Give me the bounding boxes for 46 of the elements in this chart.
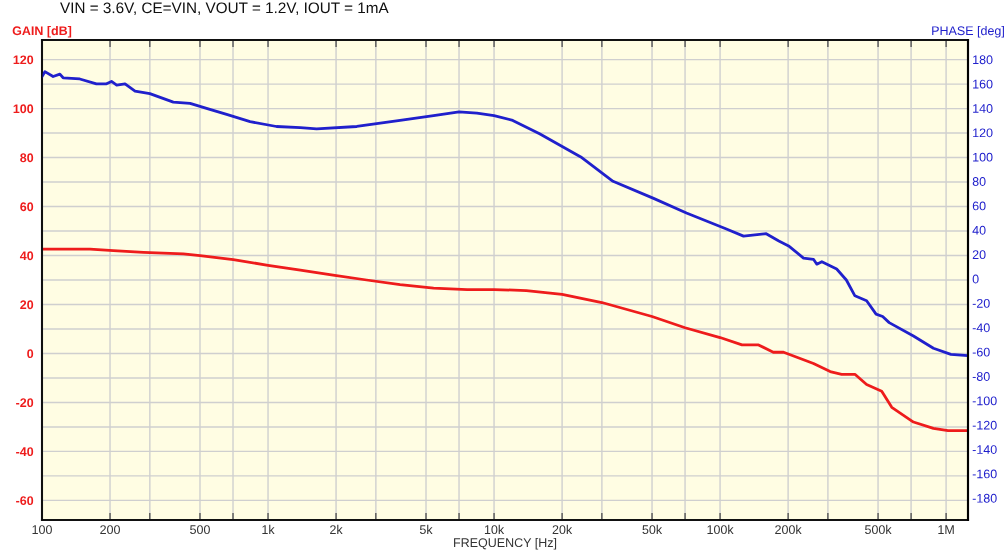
y-tick-label: -20 bbox=[16, 398, 34, 408]
y2-tick-label: 40 bbox=[972, 225, 986, 235]
y2-tick-label: 180 bbox=[973, 55, 993, 65]
y-tick-label: -40 bbox=[16, 447, 34, 457]
y2-tick-label: -100 bbox=[972, 396, 997, 406]
y2-tick-label: 80 bbox=[972, 177, 986, 186]
x-tick-label: 2k bbox=[330, 524, 343, 534]
x-tick-label: 50k bbox=[642, 524, 663, 535]
y-tick-label: 0 bbox=[27, 349, 34, 359]
y-tick-label: 60 bbox=[20, 202, 34, 212]
y-tick-label: 100 bbox=[13, 104, 34, 114]
y2-tick-label: -40 bbox=[972, 323, 990, 333]
y-axis-title: GAIN [dB] bbox=[12, 25, 72, 38]
y2-tick-label: 60 bbox=[972, 201, 986, 211]
y2-tick-label: -140 bbox=[972, 445, 997, 454]
chart-title: VIN = 3.6V, CE=VIN, VOUT = 1.2V, IOUT = 1mA bbox=[60, 2, 389, 16]
y2-tick-label: 20 bbox=[972, 250, 986, 260]
y2-tick-label: 140 bbox=[973, 104, 993, 113]
x-tick-label: 5k bbox=[419, 524, 433, 535]
x-tick-label: 100k bbox=[707, 524, 734, 535]
x-axis-title: FREQUENCY [Hz] bbox=[454, 537, 557, 550]
y2-tick-label: -80 bbox=[972, 372, 990, 381]
y-tick-label: 20 bbox=[20, 300, 34, 310]
x-tick-label: 500 bbox=[190, 525, 210, 535]
y2-tick-label: -20 bbox=[972, 298, 990, 308]
x-tick-label: 200k bbox=[775, 524, 802, 535]
y2-tick-label: 160 bbox=[973, 79, 993, 89]
y2-tick-label: -60 bbox=[972, 347, 990, 357]
x-tick-label: 200 bbox=[100, 525, 120, 535]
y-tick-label: 80 bbox=[20, 153, 34, 163]
y2-tick-label: 120 bbox=[973, 128, 993, 138]
x-tick-label: 100 bbox=[32, 525, 52, 535]
x-tick-label: 1k bbox=[262, 524, 275, 534]
x-tick-label: 500k bbox=[865, 524, 892, 535]
x-tick-label: 1M bbox=[938, 525, 954, 534]
x-tick-label: 20k bbox=[552, 524, 573, 535]
y2-tick-label: 0 bbox=[972, 274, 979, 284]
y-tick-label: 40 bbox=[19, 251, 34, 261]
x-tick-label: 10k bbox=[484, 524, 505, 535]
y2-tick-label: 100 bbox=[973, 152, 993, 162]
y2-tick-label: -120 bbox=[972, 420, 997, 430]
y2-axis-title: PHASE [deg] bbox=[932, 25, 1004, 38]
y-tick-label: 120 bbox=[13, 55, 34, 65]
y2-tick-label: -160 bbox=[972, 469, 997, 479]
y2-tick-label: -180 bbox=[972, 493, 997, 503]
y-tick-label: -60 bbox=[16, 496, 34, 506]
